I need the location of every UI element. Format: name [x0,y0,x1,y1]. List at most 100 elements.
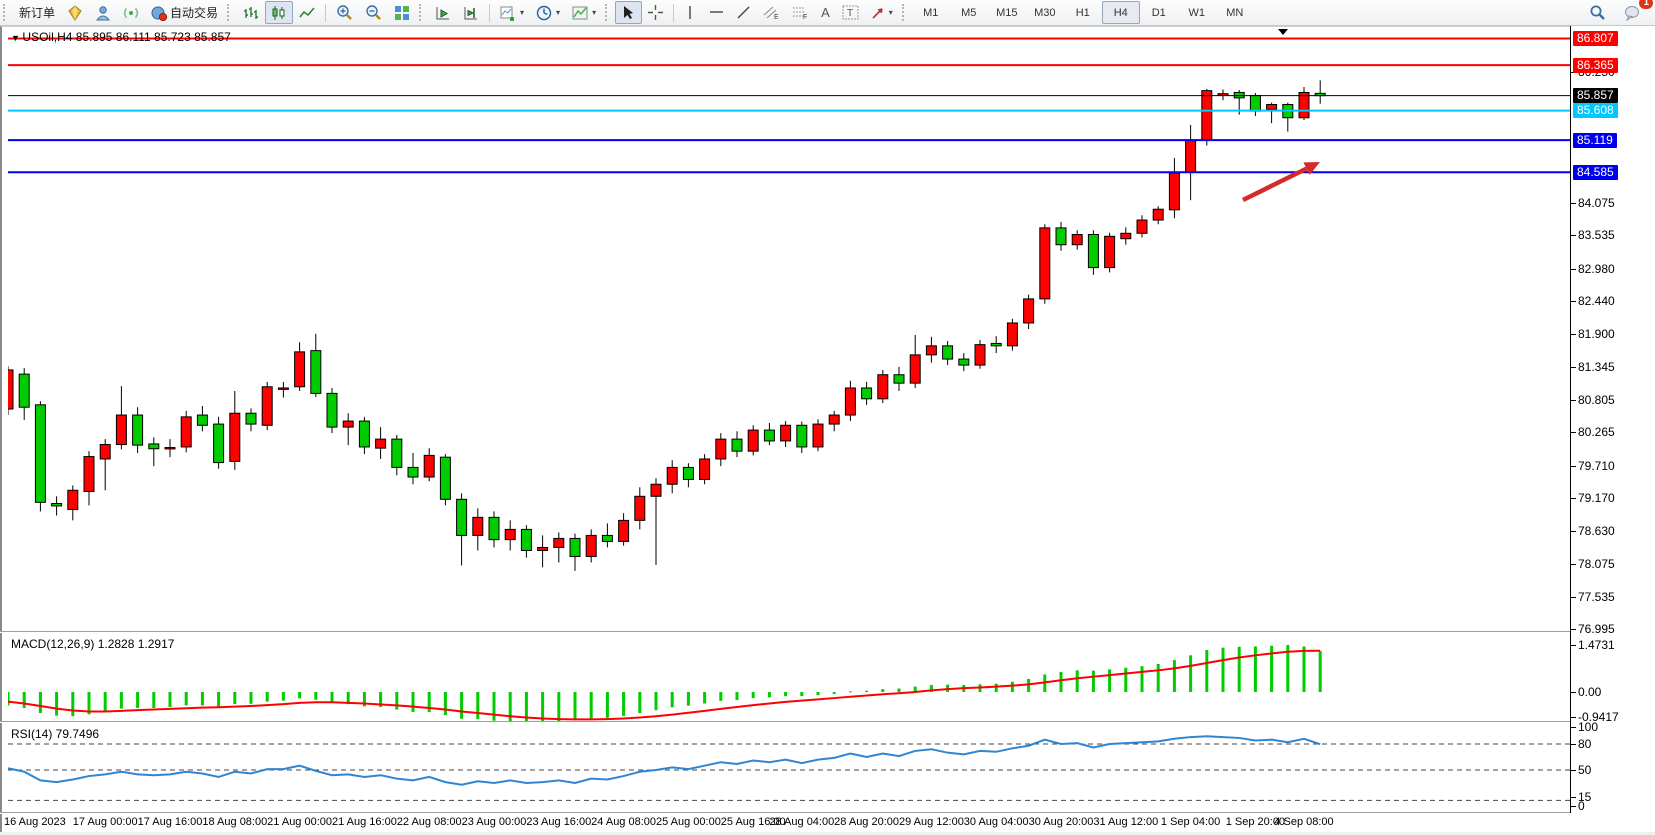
macd-histogram-bar [508,692,512,722]
arrows-tool[interactable]: ▾ [865,1,899,24]
zoom-in-icon[interactable] [330,1,359,24]
indicator-tick-label: 0 [1571,799,1585,813]
templates-button[interactable]: ▾ [566,1,602,24]
candle-body [747,429,759,452]
tf-m1[interactable]: M1 [923,6,939,19]
candle-body [1266,103,1278,110]
macd-histogram-bar [249,692,253,704]
macd-histogram-bar [119,692,123,709]
price-tick-label: 77.535 [1571,589,1615,604]
tf-w1[interactable]: W1 [1188,6,1206,19]
bar-chart-icon[interactable] [237,1,265,24]
candle-body [504,528,516,541]
rsi-panel[interactable] [8,723,1570,812]
text-tool[interactable]: A [821,5,830,20]
date-label: 18 Aug 08:00 [202,816,268,828]
tf-h1[interactable]: H1 [1075,6,1090,19]
panel-divider[interactable] [0,721,1570,723]
horizontal-line-tool[interactable] [703,1,730,24]
candle-body [294,351,306,388]
toolbar-grip[interactable] [901,4,909,21]
chevron-down-icon: ▾ [556,8,561,17]
macd-histogram-bar [1221,647,1225,692]
zoom-out-icon[interactable] [359,1,388,24]
macd-histogram-bar [1189,655,1193,692]
date-label: 23 Aug 00:00 [461,816,527,828]
toolbar-grip[interactable] [605,4,612,21]
macd-panel[interactable] [8,633,1570,722]
symbol-dropdown-icon[interactable]: ▼ [11,33,23,43]
date-label: 21 Aug 16:00 [331,816,397,828]
tf-d1[interactable]: D1 [1151,6,1166,19]
candle-body [990,342,1002,347]
macd-histogram-bar [55,692,59,716]
indicator-tick-label: -0.9417 [1571,710,1619,724]
indicators-button[interactable]: ▾ [494,1,530,24]
candle-body [245,412,257,425]
chevron-down-icon: ▾ [888,8,893,17]
svg-text:E: E [774,14,779,20]
cursor-button[interactable] [615,1,643,24]
profile-icon[interactable] [89,1,117,24]
macd-signal-line [8,649,1321,721]
macd-histogram-bar [1205,649,1209,692]
macd-histogram-bar [784,692,788,697]
macd-histogram-bar [1172,660,1176,692]
auto-trading-button[interactable]: 自动交易 [145,1,224,24]
search-icon[interactable] [1583,1,1612,24]
text-label-tool[interactable]: T [836,1,865,24]
indicator-tick-label: 0.00 [1570,685,1602,699]
candle-body [828,414,840,425]
trendline-tool[interactable] [730,1,757,24]
candle-body [99,444,111,460]
chart-shift-icon[interactable] [457,1,485,24]
channel-tool[interactable]: E [757,1,786,24]
candlestick-chart-icon[interactable] [265,1,294,24]
toolbar-grip[interactable] [227,4,234,21]
macd-histogram-bar [1027,678,1031,692]
panel-divider[interactable] [0,631,1570,633]
date-label: 30 Aug 04:00 [963,816,1029,828]
candle-body [666,466,678,485]
macd-histogram-bar [427,692,431,713]
fibonacci-tool[interactable]: F [786,1,815,24]
shift-marker-icon [1278,29,1288,35]
price-axis[interactable]: 86.25084.07583.53582.98082.44081.90081.3… [1570,26,1655,826]
macd-histogram-bar [848,691,852,693]
tf-h4[interactable]: H4 [1101,1,1140,24]
auto-trading-label: 自动交易 [170,6,219,20]
macd-histogram-bar [103,692,107,712]
macd-histogram-bar [1091,670,1095,692]
macd-histogram-bar [152,692,156,708]
svg-text:T: T [847,8,853,19]
chevron-down-icon: ▾ [520,8,525,17]
macd-histogram-bar [1318,651,1322,692]
toolbar-grip[interactable] [419,4,426,21]
notifications-button[interactable]: 1 [1618,0,1653,24]
price-line-label: 86.807 [1573,30,1618,46]
tile-windows-icon[interactable] [388,1,416,24]
date-label: 1 Sep 04:00 [1160,816,1221,828]
toolbar-grip[interactable] [3,4,10,21]
tf-mn[interactable]: MN [1226,6,1244,19]
macd-histogram-bar [330,692,334,703]
periods-button[interactable]: ▾ [530,1,566,24]
crosshair-button[interactable] [642,1,669,24]
price-chart[interactable] [8,26,1570,632]
signal-icon[interactable] [117,1,145,24]
trend-arrow [1242,166,1308,203]
vertical-line-tool[interactable] [678,1,703,24]
tf-m5[interactable]: M5 [961,6,977,19]
tf-m30[interactable]: M30 [1034,6,1056,19]
auto-scroll-icon[interactable] [429,1,457,24]
line-chart-icon[interactable] [293,1,321,24]
macd-histogram-bar [22,692,26,708]
tf-m15[interactable]: M15 [996,6,1018,19]
time-axis[interactable]: 16 Aug 2023 17 Aug 00:00 17 Aug 16:00 18 Au… [0,815,1570,831]
gem-icon[interactable] [61,1,89,24]
new-order-button[interactable]: 新订单 [13,1,61,24]
macd-histogram-bar [1302,646,1306,692]
candle-body [1055,227,1067,246]
macd-histogram-bar [686,692,690,706]
